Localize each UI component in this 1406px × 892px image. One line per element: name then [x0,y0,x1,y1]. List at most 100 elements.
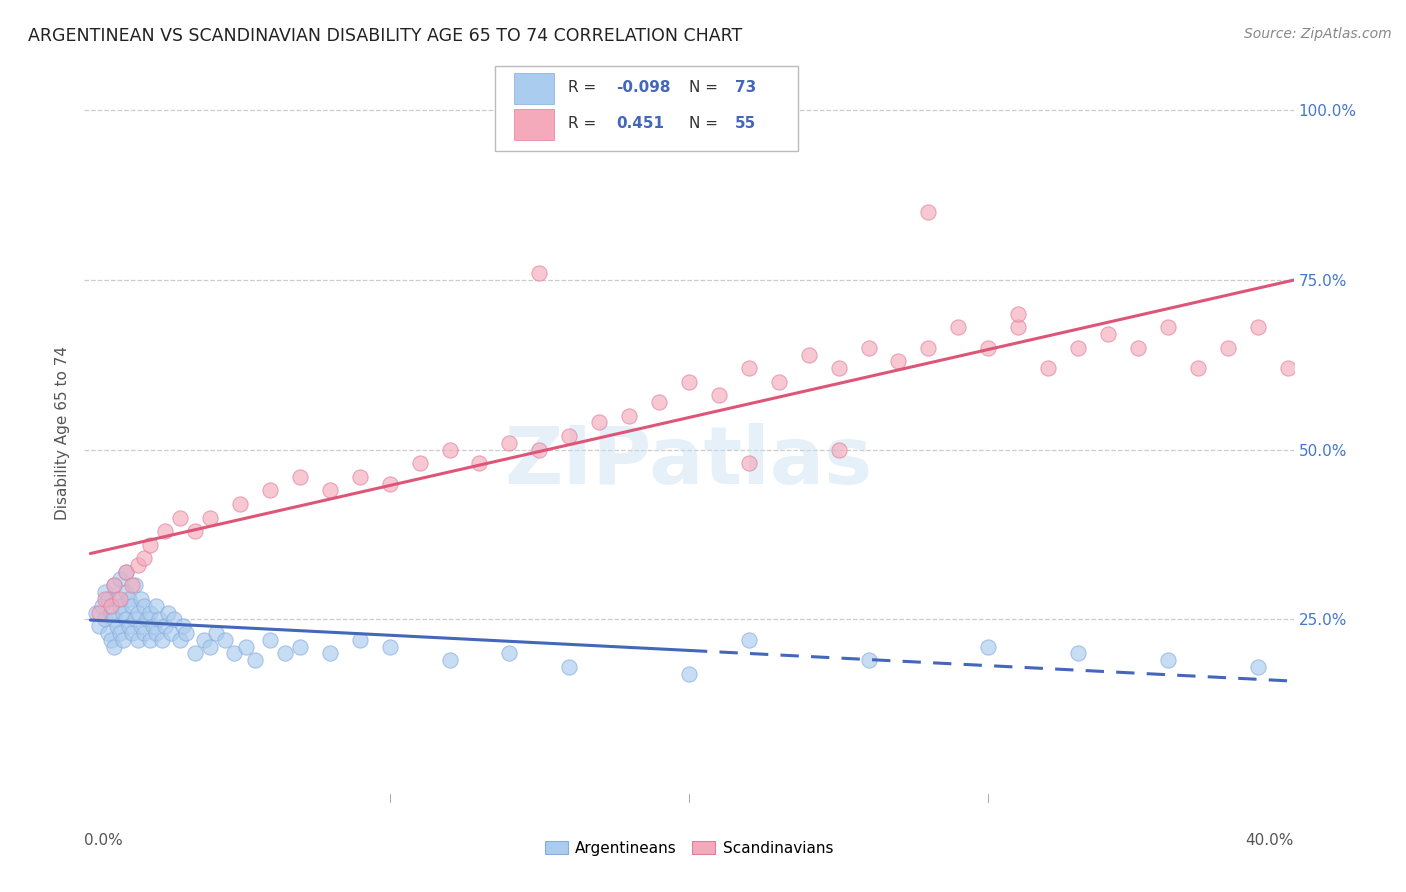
Point [129,619,152,633]
Point [115,612,138,626]
Point [259,483,281,498]
Point [91,599,114,613]
Point [105,619,128,633]
Text: 0.451: 0.451 [616,116,665,130]
Point [1216,341,1239,355]
Point [319,483,342,498]
Point [145,626,167,640]
Point [103,578,125,592]
Point [1126,341,1149,355]
Point [100,599,122,613]
Point [145,599,167,613]
Point [110,626,132,640]
Point [617,409,640,423]
Point [917,205,939,219]
Point [858,341,880,355]
Point [153,619,176,633]
Point [319,646,342,660]
Point [678,375,700,389]
Point [738,361,761,376]
Point [142,619,165,633]
Point [648,395,671,409]
Text: 73: 73 [735,79,756,95]
Point [977,341,1000,355]
Point [948,320,970,334]
Y-axis label: Disability Age 65 to 74: Disability Age 65 to 74 [55,345,70,520]
Point [124,578,146,592]
Point [103,612,125,626]
Point [184,646,207,660]
Point [150,632,173,647]
Point [169,510,191,524]
Point [193,632,215,647]
Point [86,606,108,620]
Point [349,469,371,483]
Point [378,640,401,654]
Point [134,599,156,613]
Point [139,538,162,552]
Text: ARGENTINEAN VS SCANDINAVIAN DISABILITY AGE 65 TO 74 CORRELATION CHART: ARGENTINEAN VS SCANDINAVIAN DISABILITY A… [28,27,742,45]
Point [588,416,610,430]
Point [678,666,700,681]
Text: -0.098: -0.098 [616,79,671,95]
Point [112,632,135,647]
Point [121,578,143,592]
Point [1067,341,1090,355]
Point [127,632,149,647]
Text: N =: N = [689,79,723,95]
Point [439,653,461,667]
Point [529,442,551,457]
Text: 0.0%: 0.0% [84,833,124,848]
Point [157,606,180,620]
Point [163,612,186,626]
Point [408,456,430,470]
Point [184,524,207,538]
Point [439,442,461,457]
Point [827,361,849,376]
Point [97,592,120,607]
Point [139,632,162,647]
Point [827,442,849,457]
Point [89,606,111,620]
Point [1246,320,1268,334]
Point [118,592,141,607]
Point [1187,361,1209,376]
Text: N =: N = [689,116,723,130]
Point [103,578,125,592]
Point [121,626,143,640]
Text: 40.0%: 40.0% [1246,833,1294,848]
Point [103,640,125,654]
Point [172,619,194,633]
Point [977,640,1000,654]
Point [1157,320,1180,334]
Point [1036,361,1059,376]
Point [112,606,135,620]
Point [858,653,880,667]
Point [115,565,138,579]
Point [797,347,820,361]
Point [136,612,159,626]
Point [1097,327,1119,342]
Point [917,341,939,355]
Text: R =: R = [568,116,602,130]
Point [94,585,117,599]
Point [97,626,120,640]
Point [1067,646,1090,660]
Point [259,632,281,647]
Point [100,606,122,620]
Point [139,606,162,620]
Legend: Argentineans, Scandinavians: Argentineans, Scandinavians [538,835,839,862]
Point [235,640,257,654]
Point [243,653,266,667]
Point [738,456,761,470]
Point [738,632,761,647]
Text: ZIPatlas: ZIPatlas [505,423,873,501]
Point [115,585,138,599]
Point [229,497,252,511]
Point [127,606,149,620]
Point [222,646,245,660]
Text: Source: ZipAtlas.com: Source: ZipAtlas.com [1244,27,1392,41]
Point [127,558,149,572]
Point [110,592,132,607]
Point [153,524,176,538]
